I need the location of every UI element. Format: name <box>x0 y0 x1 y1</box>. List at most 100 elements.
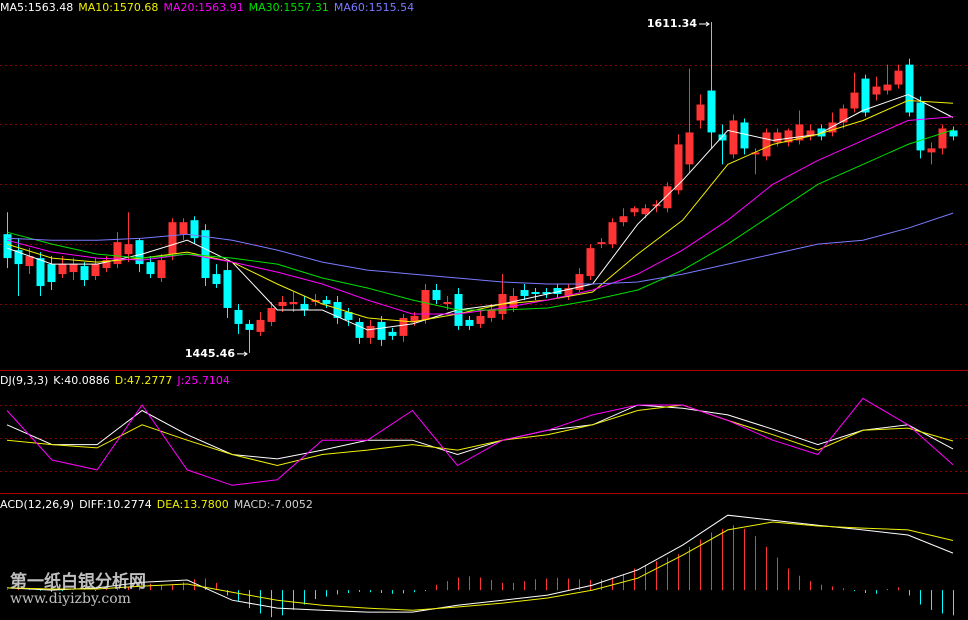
candle-body <box>124 244 133 255</box>
candle-body <box>465 319 474 326</box>
candle-body <box>938 128 947 149</box>
candle-body <box>553 288 562 295</box>
candle-body <box>586 248 595 277</box>
candle-body <box>696 104 705 121</box>
candle-body <box>80 266 89 281</box>
candle-body <box>388 331 397 336</box>
candle-body <box>850 92 859 109</box>
candle-body <box>410 315 419 322</box>
candle-body <box>861 78 870 113</box>
candle-body <box>190 220 199 239</box>
annotation-arrow <box>699 21 710 27</box>
indicator-line <box>6 514 954 613</box>
candle-body <box>564 288 573 296</box>
legend-entry: J:25.7104 <box>177 374 230 387</box>
candle-body <box>355 321 364 338</box>
candle-body <box>179 222 188 235</box>
candle-body <box>751 152 760 155</box>
candle-body <box>113 242 122 265</box>
price-legend: MA5:1563.48 MA10:1570.68 MA20:1563.91 MA30:… <box>0 1 419 14</box>
candle-body <box>916 102 925 151</box>
candle-body <box>234 309 243 324</box>
candle-body <box>520 290 529 296</box>
candle-body <box>157 260 166 279</box>
candle-body <box>91 264 100 277</box>
candle-body <box>256 319 265 332</box>
candle-body <box>795 124 804 141</box>
candle-body <box>135 240 144 265</box>
legend-entry: D:47.2777 <box>114 374 173 387</box>
candle-body <box>168 222 177 255</box>
candle-body <box>201 230 210 279</box>
candle-body <box>883 84 892 91</box>
legend-entry: DEA:13.7800 <box>156 498 229 511</box>
candle-body <box>487 309 496 318</box>
legend-entry: MACD:-7.0052 <box>233 498 313 511</box>
candle-body <box>146 262 155 275</box>
watermark-name: 第一纸白银分析网 <box>10 572 146 592</box>
candle-body <box>278 301 287 306</box>
candle-body <box>597 242 606 245</box>
candle-body <box>828 122 837 133</box>
candle-body <box>25 256 34 267</box>
indicator-line <box>6 404 954 460</box>
legend-entry: MA10:1570.68 <box>78 1 159 14</box>
legend-entry: K:40.0886 <box>53 374 110 387</box>
candle-body <box>619 216 628 223</box>
annotation-arrow <box>237 351 248 357</box>
indicator-line <box>6 521 954 611</box>
candle-body <box>740 122 749 149</box>
candle-body <box>806 130 815 137</box>
kdj-legend: DJ(9,3,3) K:40.0886 D:47.2777 J:25.7104 <box>0 374 235 387</box>
candle-body <box>575 274 584 291</box>
candle-body <box>47 264 56 283</box>
legend-entry: MA20:1563.91 <box>163 1 244 14</box>
candle-body <box>366 325 375 338</box>
high-annotation: 1611.34 <box>647 17 697 30</box>
indicator-line <box>6 93 954 331</box>
candle-body <box>641 208 650 215</box>
indicator-line <box>6 99 954 323</box>
panel-title: ACD(12,26,9) <box>0 498 75 511</box>
candle-body <box>707 90 716 133</box>
candle-body <box>58 264 67 275</box>
candle-body <box>344 311 353 320</box>
candle-body <box>872 86 881 95</box>
low-annotation: 1445.46 <box>185 347 235 360</box>
candle-body <box>102 260 111 269</box>
candle-body <box>14 250 23 265</box>
candle-body <box>608 222 617 245</box>
legend-entry: MA5:1563.48 <box>0 1 74 14</box>
candle-body <box>36 258 45 287</box>
macd-legend: ACD(12,26,9) DIFF:10.2774 DEA:13.7800 MACD:… <box>0 498 318 511</box>
candle-body <box>894 70 903 85</box>
candle-body <box>223 270 232 308</box>
candle-body <box>674 144 683 191</box>
candle-body <box>729 120 738 155</box>
candle-body <box>531 292 540 295</box>
legend-entry: MA60:1515.54 <box>333 1 415 14</box>
candle-body <box>927 148 936 153</box>
candle-body <box>377 321 386 340</box>
candle-body <box>663 186 672 209</box>
candle-body <box>69 264 78 273</box>
legend-entry: DIFF:10.2774 <box>79 498 152 511</box>
candle-body <box>300 303 309 310</box>
indicator-line <box>6 404 954 467</box>
candle-body <box>949 130 958 137</box>
candle-body <box>322 299 331 304</box>
indicator-line <box>6 129 954 311</box>
candle-body <box>685 132 694 165</box>
candle-body <box>630 208 639 213</box>
candle-body <box>905 64 914 113</box>
candle-body <box>289 301 298 304</box>
legend-entry: MA30:1557.31 <box>248 1 329 14</box>
indicator-line <box>6 397 954 486</box>
candle-body <box>718 134 727 141</box>
candle-body <box>542 292 551 295</box>
candle-body <box>399 317 408 336</box>
candle-body <box>762 132 771 157</box>
candle-body <box>333 301 342 318</box>
